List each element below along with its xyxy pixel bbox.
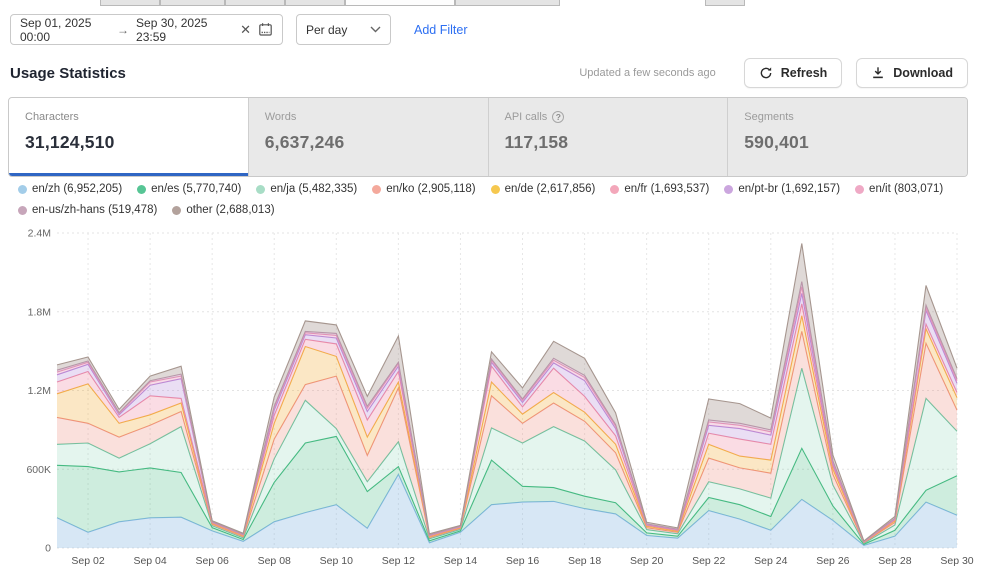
legend-item-en-it[interactable]: en/it (803,071) [855,183,943,195]
chart-legend: en/zh (6,952,205) en/es (5,770,740) en/ja … [18,183,974,216]
legend-item-en-de[interactable]: en/de (2,617,856) [491,183,596,195]
add-filter-link[interactable]: Add Filter [414,23,468,37]
stat-value: 590,401 [744,132,951,153]
y-tick-label: 600K [26,464,51,476]
x-tick-label: Sep 02 [71,555,104,567]
x-tick-label: Sep 20 [630,555,663,567]
legend-label: en/ko (2,905,118) [386,183,475,195]
filter-row: Sep 01, 2025 00:00 → Sep 30, 2025 23:59 … [10,14,982,45]
x-tick-label: Sep 12 [382,555,415,567]
x-tick-label: Sep 16 [506,555,539,567]
page-title: Usage Statistics [10,65,126,82]
y-tick-label: 1.8M [28,306,51,318]
top-strip-segment [100,0,160,6]
legend-dot-icon [855,185,864,194]
legend-dot-icon [491,185,500,194]
top-strip-segment [455,0,560,6]
refresh-icon [759,66,773,80]
y-tick-label: 2.4M [28,228,51,240]
top-strip-segment [345,0,455,6]
y-axis-labels: 0 600K 1.2M 1.8M 2.4M [26,228,51,555]
x-tick-label: Sep 18 [568,555,601,567]
legend-label: en/pt-br (1,692,157) [738,183,840,195]
clear-date-icon[interactable]: ✕ [240,23,251,36]
legend-item-en-es[interactable]: en/es (5,770,740) [137,183,241,195]
x-tick-label: Sep 22 [692,555,725,567]
top-strip-segment [285,0,345,6]
refresh-button[interactable]: Refresh [744,58,843,88]
chevron-down-icon [370,26,381,33]
legend-label: en/fr (1,693,537) [624,183,709,195]
stat-tab-characters[interactable]: Characters 31,124,510 [9,98,249,176]
stat-tab-words[interactable]: Words 6,637,246 [249,98,489,176]
x-tick-label: Sep 28 [878,555,911,567]
granularity-select[interactable]: Per day [296,14,391,45]
legend-label: other (2,688,013) [186,204,274,216]
arrow-right-icon: → [117,23,129,37]
granularity-value: Per day [306,23,347,37]
legend-item-en-zh[interactable]: en/zh (6,952,205) [18,183,122,195]
legend-label: en/ja (5,482,335) [270,183,357,195]
legend-dot-icon [18,206,27,215]
legend-item-en-fr[interactable]: en/fr (1,693,537) [610,183,709,195]
top-strip-segment [160,0,225,6]
chart-svg: 0600K1.2M1.8M2.4MSep 02Sep 04Sep 06Sep 0… [0,225,992,575]
legend-dot-icon [372,185,381,194]
y-tick-label: 0 [45,543,51,555]
legend-label: en/zh (6,952,205) [32,183,122,195]
header-actions: Updated a few seconds ago Refresh Downlo… [579,58,968,88]
stat-label: API calls [505,111,548,123]
x-tick-label: Sep 04 [133,555,166,567]
legend-dot-icon [137,185,146,194]
legend-item-en-pt-br[interactable]: en/pt-br (1,692,157) [724,183,840,195]
x-tick-label: Sep 08 [258,555,291,567]
x-tick-label: Sep 14 [444,555,477,567]
stat-label: Segments [744,111,794,123]
help-icon[interactable]: ? [552,111,564,123]
stat-label: Words [265,111,297,123]
y-tick-label: 1.2M [28,385,51,397]
calendar-icon[interactable] [258,22,273,37]
date-start: Sep 01, 2025 00:00 [20,16,110,44]
stat-value: 31,124,510 [25,132,232,153]
download-button[interactable]: Download [856,58,968,88]
x-tick-label: Sep 06 [196,555,229,567]
chart-areas [57,244,957,549]
legend-item-en-ko[interactable]: en/ko (2,905,118) [372,183,475,195]
refresh-label: Refresh [781,66,828,80]
legend-dot-icon [610,185,619,194]
header-row: Usage Statistics Updated a few seconds a… [10,57,968,89]
stat-value: 6,637,246 [265,132,472,153]
x-tick-label: Sep 10 [320,555,353,567]
date-range-input[interactable]: Sep 01, 2025 00:00 → Sep 30, 2025 23:59 … [10,14,283,45]
legend-dot-icon [172,206,181,215]
x-tick-label: Sep 30 [940,555,973,567]
stat-tab-api-calls[interactable]: API calls ? 117,158 [489,98,729,176]
legend-label: en/es (5,770,740) [151,183,241,195]
stat-tabs: Characters 31,124,510 Words 6,637,246 AP… [8,97,968,177]
legend-item-other[interactable]: other (2,688,013) [172,204,274,216]
stat-label: Characters [25,111,79,123]
x-tick-label: Sep 24 [754,555,787,567]
download-icon [871,66,885,80]
top-strip-segment [225,0,285,6]
legend-dot-icon [18,185,27,194]
top-strip-segment [705,0,745,6]
usage-chart: 0600K1.2M1.8M2.4MSep 02Sep 04Sep 06Sep 0… [0,225,992,575]
legend-label: en-us/zh-hans (519,478) [32,204,157,216]
legend-item-en-us-zh-hans[interactable]: en-us/zh-hans (519,478) [18,204,157,216]
x-axis-labels: Sep 02 Sep 04 Sep 06 Sep 08 Sep 10 Sep 12 Sep … [71,555,973,567]
updated-text: Updated a few seconds ago [579,67,715,79]
legend-label: en/it (803,071) [869,183,943,195]
date-end: Sep 30, 2025 23:59 [136,16,226,44]
legend-label: en/de (2,617,856) [505,183,596,195]
stat-tab-segments[interactable]: Segments 590,401 [728,98,967,176]
download-label: Download [893,66,953,80]
legend-dot-icon [724,185,733,194]
stat-value: 117,158 [505,132,712,153]
legend-item-en-ja[interactable]: en/ja (5,482,335) [256,183,357,195]
legend-dot-icon [256,185,265,194]
x-tick-label: Sep 26 [816,555,849,567]
